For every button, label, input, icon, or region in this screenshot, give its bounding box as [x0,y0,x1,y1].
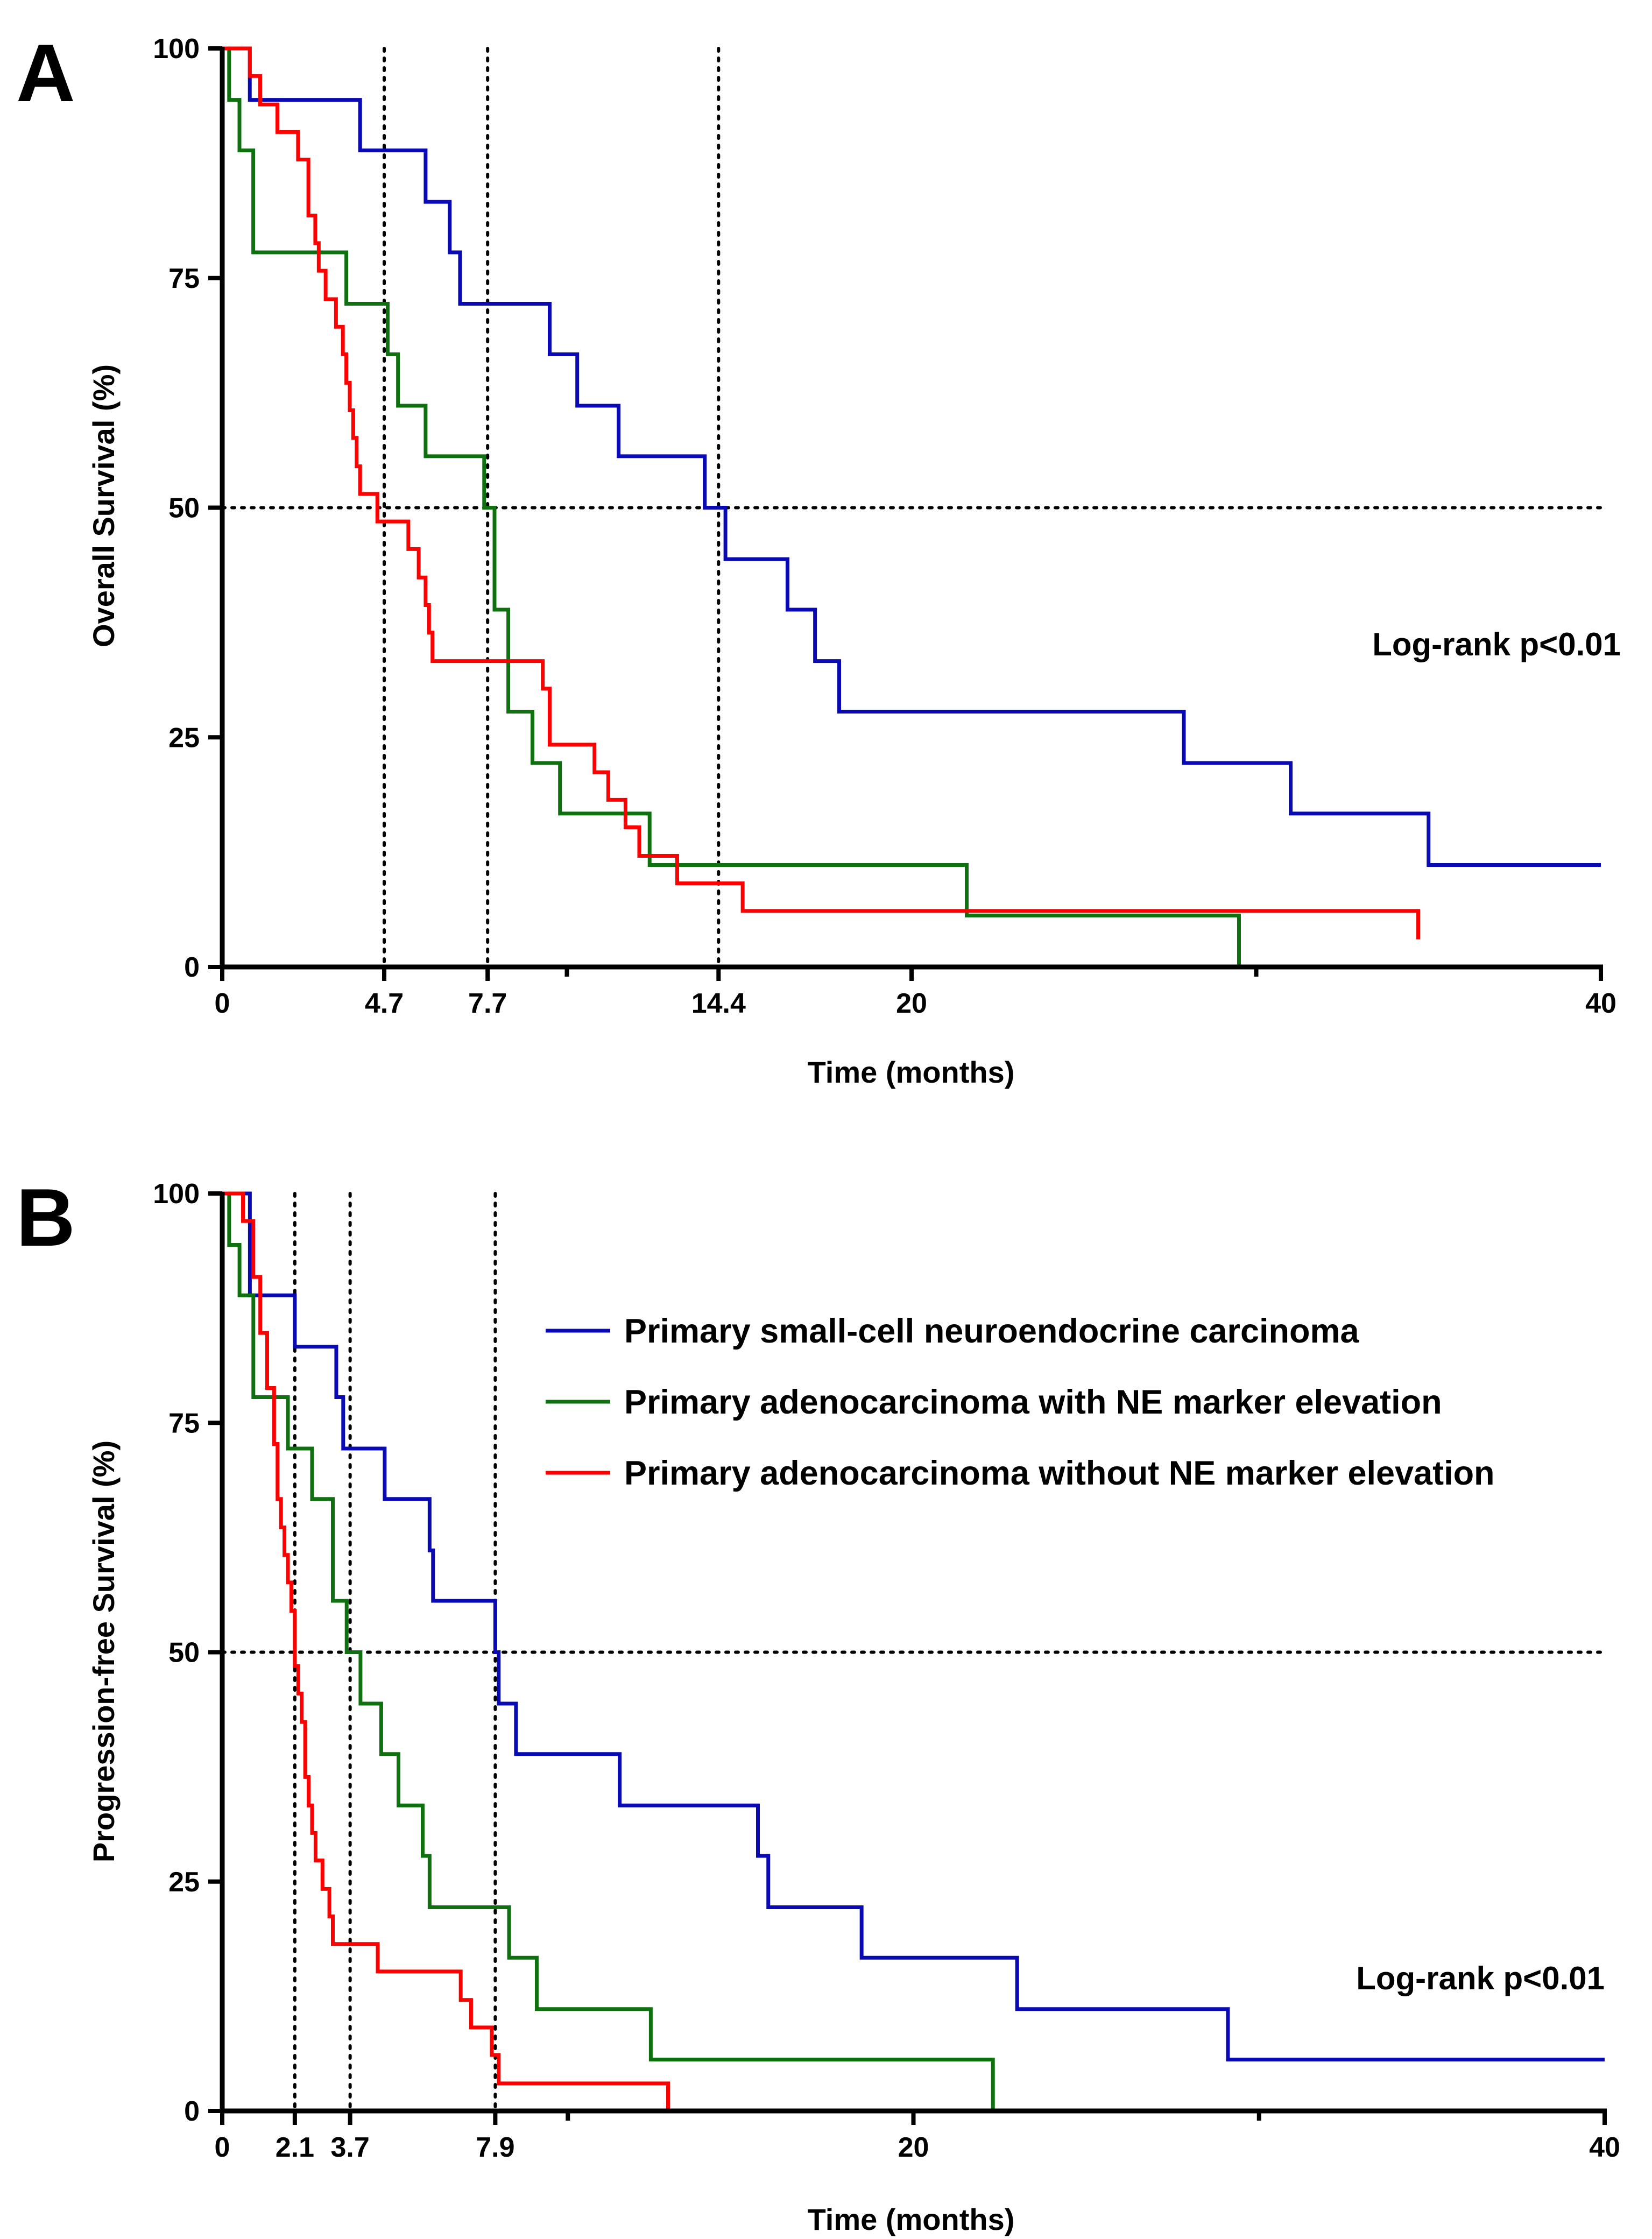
panel-a-x-tick-label: 14.4 [691,988,746,1019]
panel-b-ticks: 0 25 50 75 100 0 2.1 3.7 7.9 20 40 [153,1178,1620,2163]
panel-a-y-tick-label: 0 [184,952,200,983]
panel-a-ticks: 0 25 50 75 100 0 4.7 7.7 14.4 20 40 [153,33,1616,1019]
panel-a-curve-adeno-ne [222,46,1242,969]
panel-b-x-tick-label: 7.9 [476,2132,514,2163]
legend-label-adeno-no-ne: Primary adenocarcinoma without NE marker… [624,1454,1495,1492]
panel-b: B 0 25 50 75 100 0 2.1 3.7 7.9 20 40 Time (months)… [16,1172,1620,2236]
panel-letter-b: B [16,1172,75,1263]
panel-a-curve-adeno-no-ne [222,46,1421,940]
panel-b-x-tick-label: 2.1 [276,2132,314,2163]
panel-b-x-tick-label: 3.7 [330,2132,369,2163]
legend-label-scnc: Primary small-cell neuroendocrine carcin… [624,1312,1360,1350]
panel-a-reference-lines [221,47,1602,969]
panel-a: A 0 25 50 75 100 0 4.7 7.7 14.4 20 40 Time (months… [16,27,1621,1089]
panel-b-x-tick-label: 40 [1589,2132,1620,2163]
panel-a-x-tick-label: 0 [215,988,230,1019]
panel-b-x-tick-label: 0 [215,2132,230,2163]
panel-a-logrank-annotation: Log-rank p<0.01 [1372,626,1621,662]
panel-b-curve-adeno-no-ne [222,1191,670,2111]
panel-a-x-tick-label: 40 [1585,988,1616,1019]
panel-a-y-tick-label: 25 [168,722,200,753]
panel-a-x-axis-title: Time (months) [808,1055,1015,1089]
panel-b-curves [222,1191,1605,2111]
panel-b-y-tick-label: 0 [184,2096,200,2127]
panel-b-y-tick-label: 25 [168,1867,200,1898]
panel-a-y-tick-label: 100 [153,33,200,65]
legend-label-adeno-ne: Primary adenocarcinoma with NE marker el… [624,1383,1442,1421]
panel-a-y-axis-title: Overall Survival (%) [87,364,121,647]
panel-b-y-tick-label: 75 [168,1408,200,1439]
panel-a-x-tick-label: 20 [896,988,927,1019]
panel-a-y-tick-label: 75 [168,263,200,294]
panel-b-x-axis-title: Time (months) [808,2202,1015,2236]
panel-b-y-axis-title: Progression-free Survival (%) [87,1440,121,1862]
panel-b-curve-scnc [222,1191,1605,2062]
panel-b-y-tick-label: 50 [168,1637,200,1669]
panel-letter-a: A [16,27,75,119]
panel-b-x-tick-label: 20 [898,2132,929,2163]
panel-b-logrank-annotation: Log-rank p<0.01 [1356,1960,1605,1996]
panel-a-y-tick-label: 50 [168,493,200,524]
panel-b-y-tick-label: 100 [153,1178,200,1210]
panel-a-x-tick-label: 4.7 [365,988,404,1019]
panel-b-curve-adeno-ne [222,1191,995,2111]
panel-a-curve-scnc [222,46,1601,867]
legend: Primary small-cell neuroendocrine carcin… [546,1312,1495,1492]
panel-a-curves [222,46,1601,969]
panel-a-x-tick-label: 7.7 [468,988,507,1019]
